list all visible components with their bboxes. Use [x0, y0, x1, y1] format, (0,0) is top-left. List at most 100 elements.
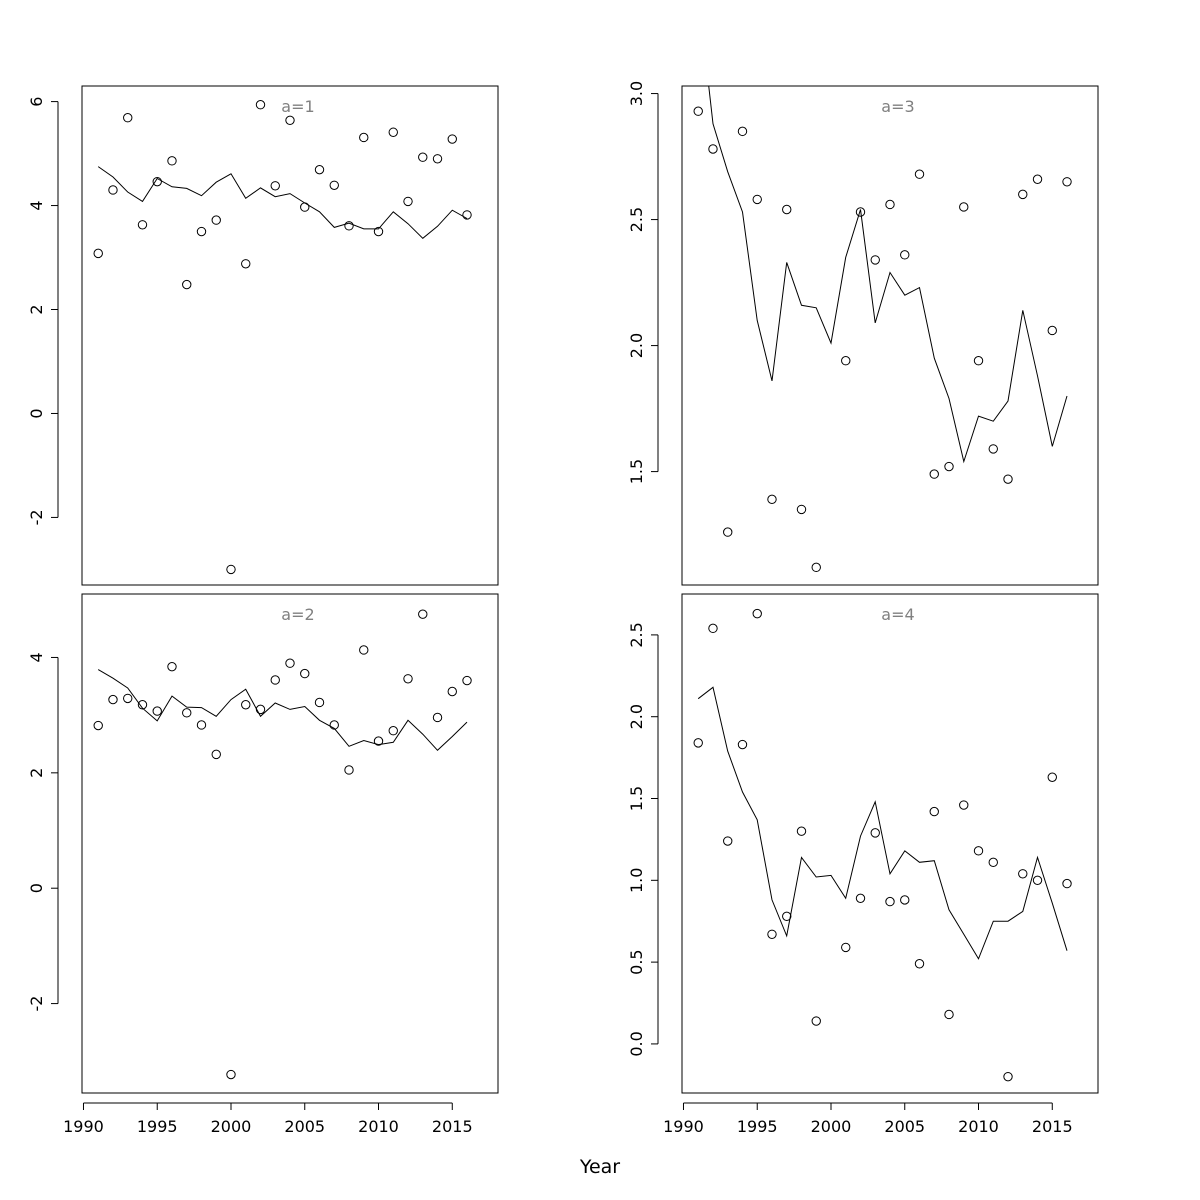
x-tick-label: 1995	[137, 1117, 178, 1136]
observed-point	[1018, 189, 1028, 200]
observed-point	[152, 706, 162, 716]
fitted-line	[708, 86, 1068, 464]
panel-3: 3.0 2.5 2.0 1.5 a=3	[627, 81, 1099, 586]
observed-point	[811, 562, 821, 573]
observed-point	[432, 712, 443, 723]
observed-point	[137, 700, 148, 710]
observed-point	[93, 248, 103, 259]
observed-point	[1047, 772, 1057, 782]
observed-point	[914, 959, 925, 969]
fitted-line	[97, 166, 468, 239]
observed-point	[344, 765, 354, 775]
observed-point	[796, 504, 807, 515]
y-tick-label: 2	[27, 304, 46, 314]
data-layer	[93, 609, 472, 1080]
y-tick-label: 6	[27, 97, 46, 107]
observed-point	[255, 100, 266, 110]
observed-point	[944, 461, 954, 472]
observed-point	[811, 1016, 821, 1026]
observed-point	[1047, 325, 1057, 336]
data-layer	[693, 86, 1072, 573]
observed-point	[929, 469, 939, 479]
observed-point	[900, 250, 910, 260]
y-tick-label: 1.0	[627, 868, 646, 893]
y-tick-label: 2.5	[627, 622, 646, 647]
x-tick-label: 2010	[958, 1117, 999, 1136]
observed-point	[841, 356, 851, 366]
panel-label: a=4	[881, 605, 914, 624]
observed-point	[241, 259, 251, 269]
x-tick-label: 1995	[737, 1117, 778, 1136]
observed-point	[870, 828, 880, 838]
observed-point	[329, 720, 339, 730]
y-tick-label: 4	[27, 200, 46, 210]
y-tick-label: 2.0	[627, 333, 646, 358]
observed-point	[314, 697, 325, 708]
observed-point	[1003, 1071, 1013, 1082]
observed-point	[767, 494, 777, 505]
observed-point	[270, 181, 280, 191]
x-tick-label: 2015	[1032, 1117, 1073, 1136]
observed-point	[270, 675, 280, 685]
y-tick-label: 1.5	[627, 786, 646, 811]
observed-point	[885, 896, 895, 907]
x-tick-label: 2015	[432, 1117, 473, 1136]
observed-point	[841, 942, 851, 953]
y-tick-label: 0.0	[627, 1031, 646, 1056]
observed-point	[123, 693, 133, 704]
x-tick-label: 2005	[884, 1117, 925, 1136]
observed-point	[1032, 174, 1043, 184]
observed-point	[388, 726, 398, 736]
observed-point	[1003, 474, 1013, 484]
observed-point	[93, 720, 103, 731]
observed-point	[152, 176, 162, 187]
observed-point	[196, 226, 207, 237]
data-layer	[693, 608, 1072, 1082]
y-tick-label: 1.5	[627, 459, 646, 484]
panel-label: a=3	[881, 97, 914, 116]
observed-point	[226, 564, 236, 575]
observed-point	[108, 694, 118, 705]
x-tick-label: 1990	[663, 1117, 704, 1136]
observed-point	[885, 199, 895, 210]
y-tick-label: -2	[27, 509, 46, 525]
observed-point	[959, 202, 969, 212]
observed-point	[300, 202, 310, 212]
observed-point	[462, 210, 472, 220]
observed-point	[359, 645, 369, 655]
observed-point	[708, 144, 718, 154]
observed-point	[196, 720, 207, 730]
observed-point	[108, 185, 118, 195]
fitted-line	[697, 686, 1068, 960]
observed-point	[796, 826, 807, 836]
observed-point	[241, 700, 251, 710]
observed-point	[462, 675, 472, 686]
observed-point	[373, 736, 384, 746]
y-tick-label: -2	[27, 996, 46, 1012]
y-axis: 4 2 0 -2	[27, 652, 59, 1012]
y-tick-label: 3.0	[627, 81, 646, 106]
observed-point	[137, 220, 148, 230]
observed-point	[300, 668, 310, 679]
observed-point	[723, 527, 733, 537]
x-tick-label: 2000	[211, 1117, 252, 1136]
observed-point	[255, 704, 266, 715]
observed-point	[344, 221, 354, 231]
panel-label: a=2	[281, 605, 314, 624]
observed-point	[1062, 177, 1072, 187]
observed-point	[1032, 875, 1043, 886]
observed-point	[359, 132, 369, 143]
observed-point	[1062, 878, 1072, 889]
observed-point	[708, 623, 718, 634]
observed-point	[782, 204, 792, 215]
observed-point	[693, 738, 703, 748]
observed-point	[329, 180, 339, 190]
x-tick-label: 2005	[284, 1117, 325, 1136]
fitted-line	[97, 669, 468, 752]
observed-point	[855, 893, 866, 904]
plot-frame	[81, 85, 499, 586]
y-tick-label: 2.5	[627, 207, 646, 232]
observed-point	[988, 444, 998, 454]
x-tick-label: 2010	[358, 1117, 399, 1136]
